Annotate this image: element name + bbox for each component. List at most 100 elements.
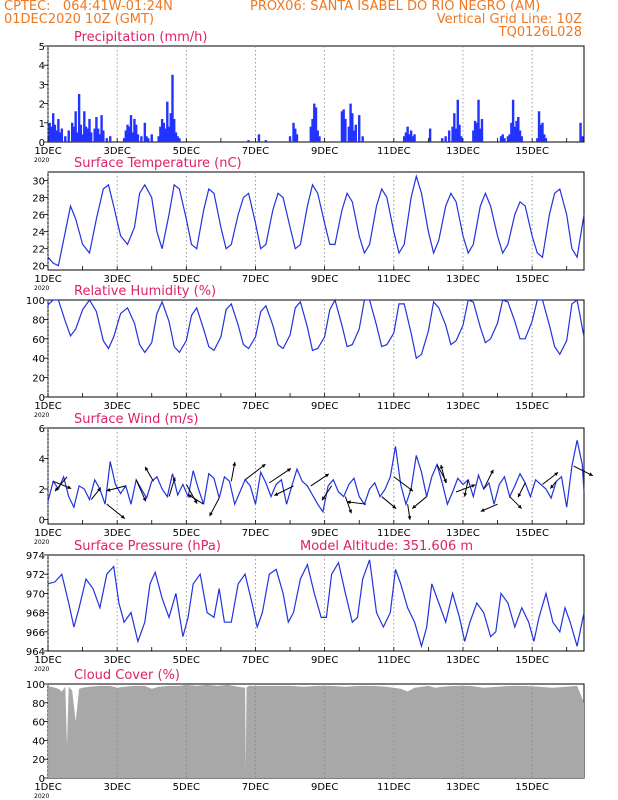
precip-ytick-label: 0 [39,138,45,149]
precip-bar [581,136,584,142]
cloud-cover-area [48,684,584,778]
wind-vector-head [261,464,266,468]
precip-bar [354,124,357,142]
temp-xtick-15DEC: 15DEC [515,274,549,285]
precip-bar [447,130,451,142]
precip-bar [83,111,86,142]
precip-bar [537,111,541,142]
header-model-id: TQ0126L028 [498,25,582,40]
precip-bar [136,134,140,142]
precip-bar [157,136,160,142]
psfc-xtick-11DEC: 11DEC [377,655,411,666]
wind-vector-head [439,464,444,469]
precip-bar [57,118,60,142]
rh-ytick-label: 40 [32,354,45,365]
wind-title: Surface Wind (m/s) [74,412,198,427]
precip-bar [51,113,55,142]
wind-xtick-13DEC: 13DEC [446,528,480,539]
precip-bar [98,134,102,142]
wind-vector-head [392,504,397,509]
precip-bar [93,128,96,142]
precip-bar [311,118,314,142]
rh-year-label: 2020 [34,412,49,419]
wind-vector-head [67,485,72,489]
wind-xtick-5DEC: 5DEC [173,528,200,539]
wind-vector-head [554,472,559,476]
wind-vector-head [480,508,485,512]
wind-vector-head [193,499,198,504]
cloud-ytick-label: 40 [32,736,45,747]
wind-ytick-label: 4 [39,454,45,465]
precip-xtick-13DEC: 13DEC [446,146,480,157]
psfc-xtick-9DEC: 9DEC [311,655,338,666]
precip-bar [501,134,504,142]
precip-bar [294,128,297,142]
precip-bar [402,136,406,142]
precip-bar [166,101,169,142]
wind-vector [310,473,330,487]
precip-bar [55,130,58,142]
wind-vector-head [188,494,192,499]
precip-xtick-3DEC: 3DEC [103,146,130,157]
precip-bar [77,94,81,142]
precip-bar [74,111,77,142]
precip-bar [84,126,88,142]
precip-bar [309,126,313,142]
precip-ytick-label: 3 [39,80,45,91]
psfc-ytick-label: 968 [26,609,45,620]
wind-vector-head [142,497,147,502]
precip-bar [171,74,174,142]
precip-bar [451,126,454,142]
cloud-title: Cloud Cover (%) [74,668,180,683]
precip-bar [167,126,171,142]
rh-ytick-label: 20 [32,374,45,385]
precip-bar [145,136,148,142]
precip-bar [342,109,345,142]
precip-bar [128,126,131,142]
precip-bar [102,130,105,142]
precip-bar [503,138,506,142]
precip-bar [352,130,356,142]
wind-xtick-15DEC: 15DEC [515,528,549,539]
precip-ytick-label: 5 [39,42,45,53]
rh-xtick-13DEC: 13DEC [446,401,480,412]
precip-bar [499,136,503,142]
wind-vector-head [324,473,329,478]
precip-bar [140,136,143,142]
precip-bar [143,122,147,142]
precip-bar [124,130,128,142]
wind-vector-head [232,462,237,466]
precip-bar [64,136,67,142]
wind-vector-head [322,496,326,501]
precip-bar [109,136,112,142]
rh-xtick-1DEC: 1DEC [34,401,61,412]
wind-vector-head [55,487,59,492]
temp-ytick-label: 20 [32,262,45,273]
precip-bar [257,134,261,142]
wind-vector-head [145,466,149,471]
precip-bar [173,118,176,142]
precip-bar [79,124,83,142]
precip-bar [131,132,134,142]
cloud-xtick-7DEC: 7DEC [242,782,269,793]
precip-bar [458,124,461,142]
precip-bar [477,99,480,142]
temp-xtick-7DEC: 7DEC [242,274,269,285]
precip-xtick-11DEC: 11DEC [377,146,411,157]
precip-bar [100,115,103,142]
temp-line [47,174,585,267]
temp-xtick-5DEC: 5DEC [173,274,200,285]
rh-xtick-9DEC: 9DEC [311,401,338,412]
wind-vector [393,476,414,492]
precip-bar [479,128,482,142]
precip-bar [361,136,364,142]
psfc-ytick-label: 972 [26,570,45,581]
wind-frame [47,427,585,525]
precip-bar [178,138,181,142]
precip-ytick-label: 2 [39,100,45,111]
wind-ytick-label: 6 [39,424,45,435]
precip-bar [508,134,511,142]
rh-ytick-label: 0 [39,393,45,404]
cloud-xtick-9DEC: 9DEC [311,782,338,793]
